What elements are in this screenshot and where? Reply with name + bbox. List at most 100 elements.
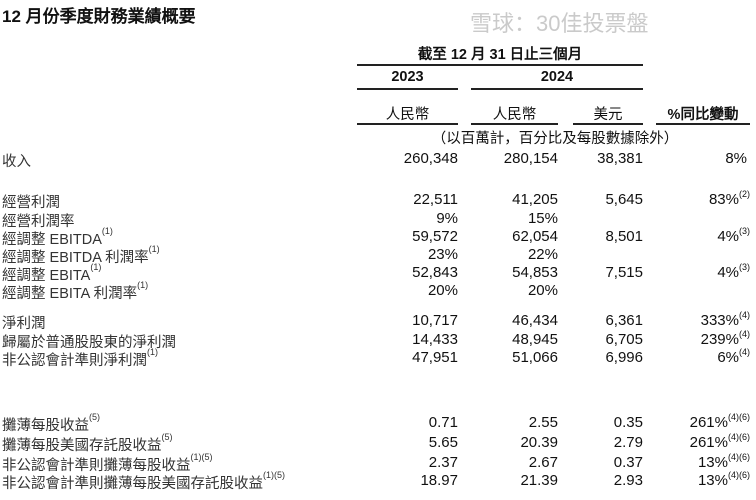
value-text: 2.37 bbox=[428, 454, 458, 471]
footnote: (4)(6) bbox=[728, 432, 750, 442]
value-2024-rmb: 20% bbox=[528, 282, 558, 299]
row-label: 非公認會計準則淨利潤(1) bbox=[2, 347, 158, 370]
value-text: 0.37 bbox=[613, 454, 643, 471]
divider bbox=[471, 88, 643, 90]
divider bbox=[357, 88, 458, 90]
value-text: 54,853 bbox=[512, 264, 558, 281]
footnote: (4) bbox=[739, 347, 750, 357]
value-text: 20% bbox=[427, 282, 458, 299]
value-text: 21.39 bbox=[520, 472, 558, 489]
value-text: 6,361 bbox=[605, 312, 643, 329]
divider bbox=[573, 123, 643, 125]
unit-note: （以百萬計，百分比及每股數據除外） bbox=[431, 131, 679, 147]
value-text: 41,205 bbox=[512, 191, 558, 208]
value-text: 14,433 bbox=[412, 331, 458, 348]
col-rmb-2023: 人民幣 bbox=[385, 107, 430, 123]
label-text: 非公認會計準則攤薄每股收益 bbox=[2, 458, 191, 474]
label-text: 經調整 EBITDA 利潤率 bbox=[2, 250, 149, 266]
value-2023: 47,951 bbox=[412, 349, 458, 366]
value-text: 4% bbox=[717, 228, 739, 245]
row-label: 淨利潤 bbox=[2, 312, 46, 333]
value-2024-usd: 5,645 bbox=[605, 191, 643, 208]
row-label: 收入 bbox=[2, 150, 31, 171]
value-text: 23% bbox=[427, 246, 458, 263]
value-2024-rmb: 54,853 bbox=[512, 264, 558, 281]
value-yoy: 13%(4)(6) bbox=[656, 470, 750, 489]
footnote: (1)(5) bbox=[263, 470, 285, 480]
footnote: (5) bbox=[161, 432, 173, 442]
label-text: 歸屬於普通股股東的淨利潤 bbox=[2, 335, 176, 351]
value-text: 5,645 bbox=[605, 191, 643, 208]
value-yoy: 4%(3) bbox=[656, 226, 750, 245]
value-text: 5.65 bbox=[428, 434, 458, 451]
row-label: 經調整 EBITDA(1) bbox=[2, 226, 113, 249]
value-text: 8% bbox=[725, 150, 747, 167]
value-2024-rmb: 21.39 bbox=[520, 472, 558, 489]
value-yoy: 6%(4) bbox=[656, 347, 750, 366]
footnote: (4) bbox=[739, 310, 750, 320]
value-text: 239% bbox=[700, 331, 739, 348]
divider bbox=[357, 123, 458, 125]
row-label: 非公認會計準則攤薄每股美國存託股收益(1)(5) bbox=[2, 470, 285, 493]
value-yoy: 8% bbox=[656, 150, 747, 167]
value-text: 13% bbox=[697, 454, 728, 471]
value-2024-usd: 0.37 bbox=[614, 454, 643, 471]
label-text: 非公認會計準則攤薄每股美國存託股收益 bbox=[2, 476, 263, 492]
footnote: (3) bbox=[739, 262, 750, 272]
footnote: (1) bbox=[148, 244, 160, 254]
value-text: 22,511 bbox=[413, 191, 458, 208]
value-text: 6,705 bbox=[605, 331, 643, 348]
value-text: 6% bbox=[717, 349, 739, 366]
divider bbox=[656, 123, 750, 125]
value-2023: 59,572 bbox=[412, 228, 458, 245]
label-text: 經調整 EBITDA bbox=[2, 232, 102, 248]
value-2023: 20% bbox=[428, 282, 458, 299]
year-2023-header: 2023 bbox=[391, 69, 424, 85]
label-text: 攤薄每股美國存託股收益 bbox=[2, 438, 162, 454]
value-2024-usd: 0.35 bbox=[614, 414, 643, 431]
value-2024-rmb: 51,066 bbox=[512, 349, 558, 366]
divider bbox=[471, 123, 558, 125]
value-2023: 5.65 bbox=[429, 434, 458, 451]
footnote: (2) bbox=[739, 189, 750, 199]
value-text: 9% bbox=[436, 210, 458, 227]
value-text: 7,515 bbox=[605, 264, 643, 281]
value-2024-rmb: 20.39 bbox=[520, 434, 558, 451]
value-2023: 10,717 bbox=[412, 312, 458, 329]
value-text: 333% bbox=[700, 312, 739, 329]
value-text: 4% bbox=[717, 264, 739, 281]
value-2023: 52,843 bbox=[412, 264, 458, 281]
label-text: 經調整 EBITA bbox=[2, 268, 91, 284]
footnote: (1) bbox=[101, 226, 113, 236]
value-2024-usd: 6,361 bbox=[605, 312, 643, 329]
footnote: (1) bbox=[90, 262, 102, 272]
col-yoy: %同比變動 bbox=[667, 107, 739, 123]
col-rmb-2024: 人民幣 bbox=[492, 107, 537, 123]
value-yoy: 261%(4)(6) bbox=[656, 412, 750, 431]
value-text: 20.39 bbox=[520, 434, 558, 451]
value-yoy: 239%(4) bbox=[656, 329, 750, 348]
value-text: 261% bbox=[689, 434, 728, 451]
value-2024-usd: 2.93 bbox=[614, 472, 643, 489]
value-text: 10,717 bbox=[412, 312, 458, 329]
row-label: 歸屬於普通股股東的淨利潤 bbox=[2, 331, 176, 352]
value-2024-usd: 6,705 bbox=[605, 331, 643, 348]
label-text: 收入 bbox=[2, 154, 31, 170]
footnote: (4)(6) bbox=[728, 470, 750, 480]
value-yoy: 333%(4) bbox=[656, 310, 750, 329]
value-2023: 0.71 bbox=[429, 414, 458, 431]
value-2024-rmb: 15% bbox=[528, 210, 558, 227]
page-title: 12 月份季度財務業績概要 bbox=[2, 7, 196, 26]
value-2023: 23% bbox=[428, 246, 458, 263]
value-2024-usd: 2.79 bbox=[614, 434, 643, 451]
value-2024-rmb: 2.67 bbox=[529, 454, 558, 471]
value-text: 2.55 bbox=[528, 414, 558, 431]
divider bbox=[357, 64, 643, 66]
value-text: 59,572 bbox=[412, 228, 458, 245]
value-text: 261% bbox=[689, 414, 728, 431]
value-text: 52,843 bbox=[412, 264, 458, 281]
value-2023: 22,511 bbox=[413, 191, 458, 208]
value-text: 6,996 bbox=[605, 349, 643, 366]
value-yoy: 13%(4)(6) bbox=[656, 452, 750, 471]
value-2024-rmb: 46,434 bbox=[512, 312, 558, 329]
